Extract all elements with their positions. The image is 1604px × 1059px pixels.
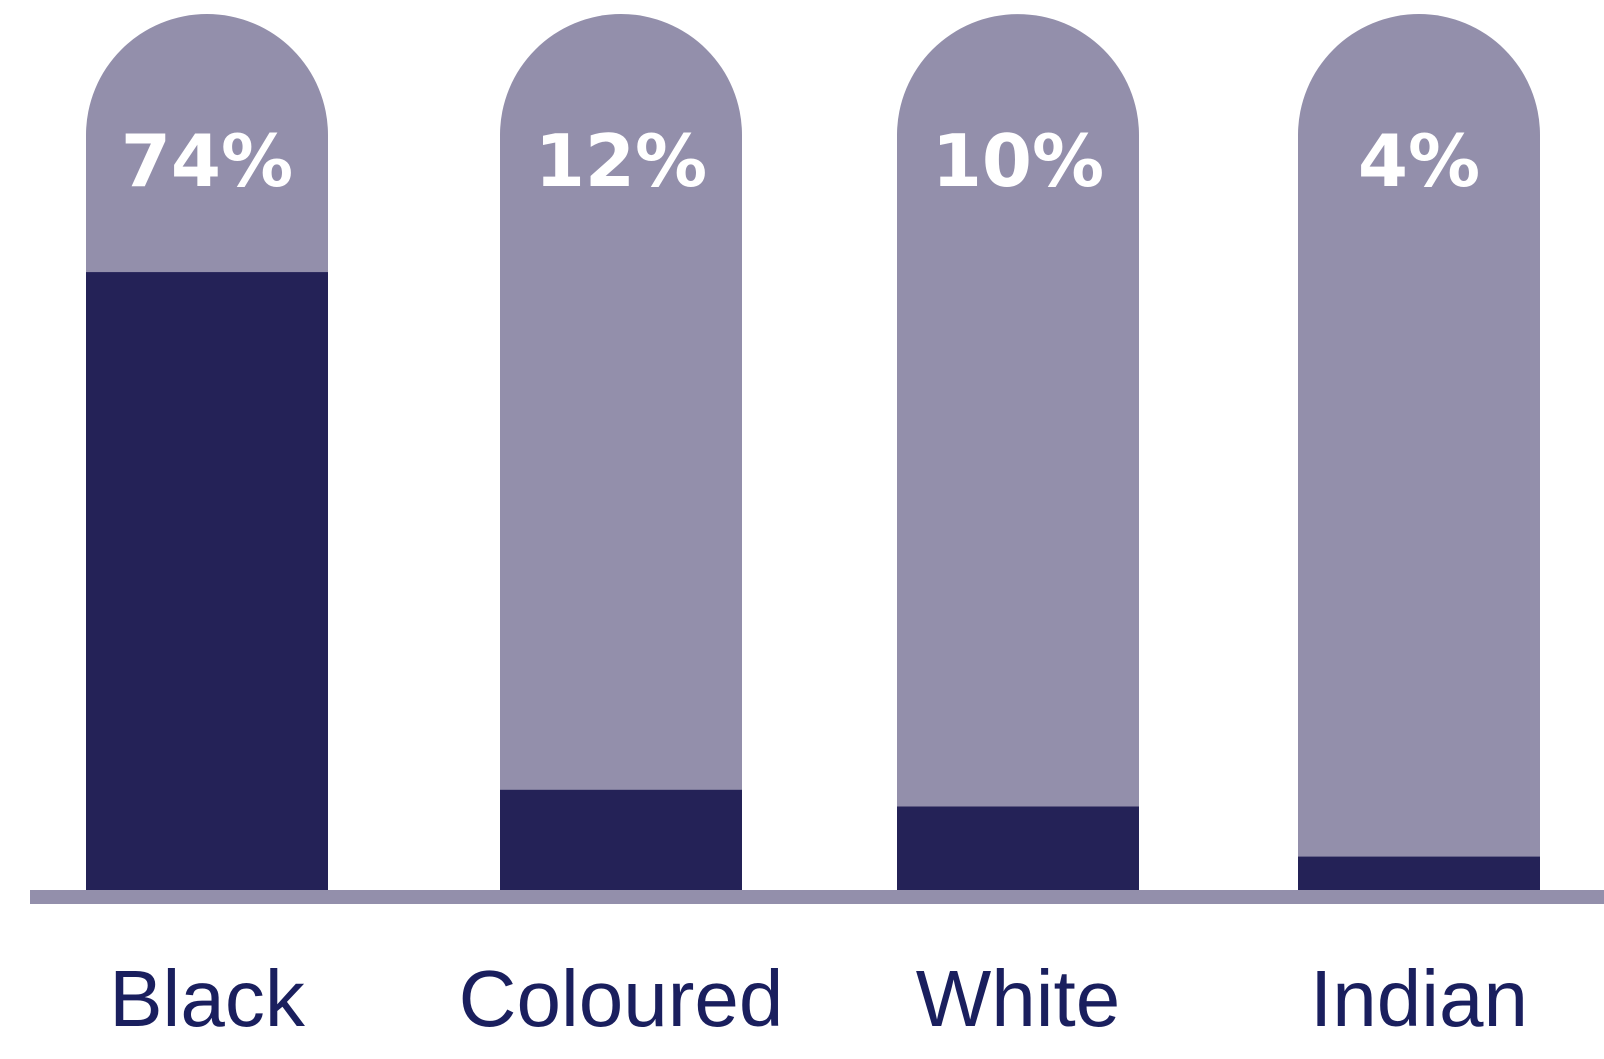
bar-indian [1298,856,1540,890]
labels-group: 74% Black 12% Coloured 10% White 4% Indian [109,119,1528,1043]
bar-track-coloured [500,14,742,890]
value-label-coloured: 12% [535,119,707,203]
chart-baseline [30,890,1604,904]
value-label-indian: 4% [1358,119,1480,203]
category-label-black: Black [109,954,306,1043]
bars-group [86,14,1540,891]
category-label-white: White [916,954,1121,1043]
value-label-white: 10% [932,119,1104,203]
bar-track-white [897,14,1139,890]
bar-track-indian [1298,14,1540,890]
category-label-indian: Indian [1310,954,1528,1043]
bar-black [86,272,328,891]
bar-coloured [500,789,742,890]
value-label-black: 74% [121,119,293,203]
category-label-coloured: Coloured [459,954,784,1043]
bar-white [897,806,1139,890]
